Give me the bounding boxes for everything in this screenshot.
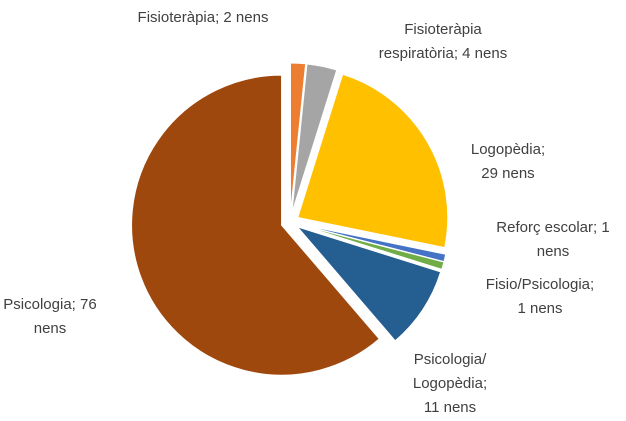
- data-label-line: Logopèdia;: [413, 375, 487, 392]
- pie-slice: [295, 225, 442, 342]
- data-label: Reforç escolar; 1 nens: [496, 219, 609, 260]
- pie-slice: [131, 74, 380, 376]
- data-label-line: 11 nens: [424, 399, 476, 416]
- data-label-line: 1 nens: [517, 300, 562, 317]
- data-label-line: 29 nens: [481, 165, 534, 182]
- data-label-line: Fisioteràpia; 2 nens: [138, 9, 269, 26]
- data-label-line: nens: [34, 320, 67, 337]
- data-label: Psicologia; 76 nens: [3, 296, 96, 337]
- pie-slice: [289, 62, 307, 214]
- data-label-line: Logopèdia;: [471, 141, 545, 158]
- data-label-line: Psicologia/: [414, 351, 487, 368]
- data-label: Logopèdia; 29 nens: [471, 141, 545, 182]
- data-label-line: Fisioteràpia: [404, 21, 482, 38]
- data-label: Fisioteràpia respiratòria; 4 nens: [379, 21, 507, 62]
- data-label: Psicologia/Logopèdia; 11 nens: [413, 351, 487, 416]
- data-label: Fisioteràpia; 2 nens: [138, 9, 269, 26]
- data-label-line: Reforç escolar; 1: [496, 219, 609, 236]
- pie-slice: [291, 63, 338, 214]
- data-label: Fisio/Psicologia; 1 nens: [486, 276, 594, 317]
- data-label-line: respiratòria; 4 nens: [379, 45, 507, 62]
- pie-slice: [297, 73, 449, 249]
- data-label-line: nens: [537, 243, 570, 260]
- data-label-line: Fisio/Psicologia;: [486, 276, 594, 293]
- data-label-line: Psicologia; 76: [3, 296, 96, 313]
- pie-slice: [298, 223, 445, 271]
